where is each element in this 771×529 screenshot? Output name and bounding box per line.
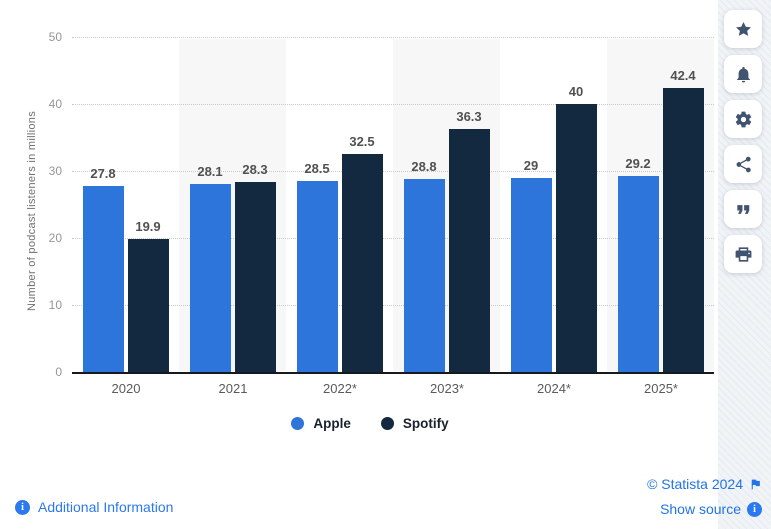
- y-axis-tick-label: 10: [48, 298, 62, 312]
- y-axis-tick-label: 40: [48, 97, 62, 111]
- bar-value-label: 19.9: [135, 219, 161, 234]
- x-axis-tick-label: 2024*: [537, 381, 571, 396]
- info-icon: i: [747, 501, 762, 517]
- settings-button[interactable]: [724, 100, 762, 138]
- additional-information-link[interactable]: i Additional Information: [15, 499, 173, 515]
- legend-item-spotify: Spotify: [380, 416, 449, 431]
- legend-label: Apple: [313, 416, 351, 431]
- gear-icon: [735, 111, 751, 127]
- bar-value-label: 29: [523, 158, 539, 173]
- legend-item-apple: Apple: [291, 416, 351, 431]
- gridline: [72, 305, 714, 306]
- quote-icon: [736, 204, 749, 214]
- x-axis-line: [72, 372, 714, 374]
- bar-apple-2024*[interactable]: [511, 178, 552, 372]
- x-axis-tick-label: 2025*: [644, 381, 678, 396]
- y-axis-tick-label: 50: [48, 30, 62, 44]
- bar-apple-2022*[interactable]: [297, 181, 338, 372]
- x-axis-tick-label: 2023*: [430, 381, 464, 396]
- bar-value-label: 28.8: [411, 159, 437, 174]
- bar-value-label: 28.5: [304, 161, 330, 176]
- bar-spotify-2023*[interactable]: [449, 129, 490, 372]
- bar-apple-2025*[interactable]: [618, 176, 659, 372]
- footer-source-links: © Statista 2024 Show source i: [647, 476, 762, 517]
- bar-value-label: 28.3: [242, 162, 268, 177]
- favorite-button[interactable]: [724, 10, 762, 48]
- show-source-label: Show source: [660, 501, 741, 517]
- gridline: [72, 37, 714, 38]
- bar-spotify-2024*[interactable]: [556, 104, 597, 372]
- notifications-button[interactable]: [724, 55, 762, 93]
- bar-value-label: 27.8: [90, 166, 116, 181]
- y-axis-tick-label: 20: [48, 231, 62, 245]
- legend-label: Spotify: [402, 416, 449, 431]
- y-axis-tick-label: 0: [55, 365, 62, 379]
- action-rail: [718, 0, 771, 529]
- bar-value-label: 32.5: [349, 134, 375, 149]
- printer-icon: [735, 246, 751, 262]
- star-icon: [735, 21, 751, 36]
- additional-information-label: Additional Information: [38, 499, 174, 515]
- chart-legend: Apple Spotify: [0, 416, 740, 431]
- bar-spotify-2025*[interactable]: [663, 88, 704, 372]
- bar-chart: Number of podcast listeners in millions …: [0, 30, 740, 431]
- bar-spotify-2020[interactable]: [128, 239, 169, 372]
- gridline: [72, 238, 714, 239]
- statista-copyright-link[interactable]: © Statista 2024: [647, 476, 762, 492]
- x-axis-tick-label: 2020: [111, 381, 141, 396]
- bar-spotify-2021[interactable]: [235, 182, 276, 372]
- print-button[interactable]: [724, 235, 762, 273]
- bar-apple-2023*[interactable]: [404, 179, 445, 372]
- share-button[interactable]: [724, 145, 762, 183]
- bar-apple-2020[interactable]: [83, 186, 124, 372]
- flag-icon: [749, 478, 762, 491]
- x-axis-tick-label: 2021: [218, 381, 248, 396]
- info-icon: i: [15, 499, 30, 515]
- bar-apple-2021[interactable]: [190, 184, 231, 372]
- cite-button[interactable]: [724, 190, 762, 228]
- bar-value-label: 29.2: [625, 156, 651, 171]
- x-axis-tick-label: 2022*: [323, 381, 357, 396]
- bell-icon: [736, 66, 750, 82]
- gridline: [72, 171, 714, 172]
- y-axis-tick-label: 30: [48, 164, 62, 178]
- legend-dot-icon: [291, 417, 305, 430]
- bar-value-label: 28.1: [197, 164, 223, 179]
- bar-value-label: 42.4: [670, 68, 696, 83]
- gridline: [72, 104, 714, 105]
- bar-value-label: 36.3: [456, 109, 482, 124]
- bar-value-label: 40: [568, 84, 584, 99]
- share-icon: [736, 156, 751, 172]
- legend-dot-icon: [380, 417, 394, 430]
- copyright-label: © Statista 2024: [647, 476, 743, 492]
- show-source-link[interactable]: Show source i: [660, 501, 762, 517]
- bar-spotify-2022*[interactable]: [342, 154, 383, 372]
